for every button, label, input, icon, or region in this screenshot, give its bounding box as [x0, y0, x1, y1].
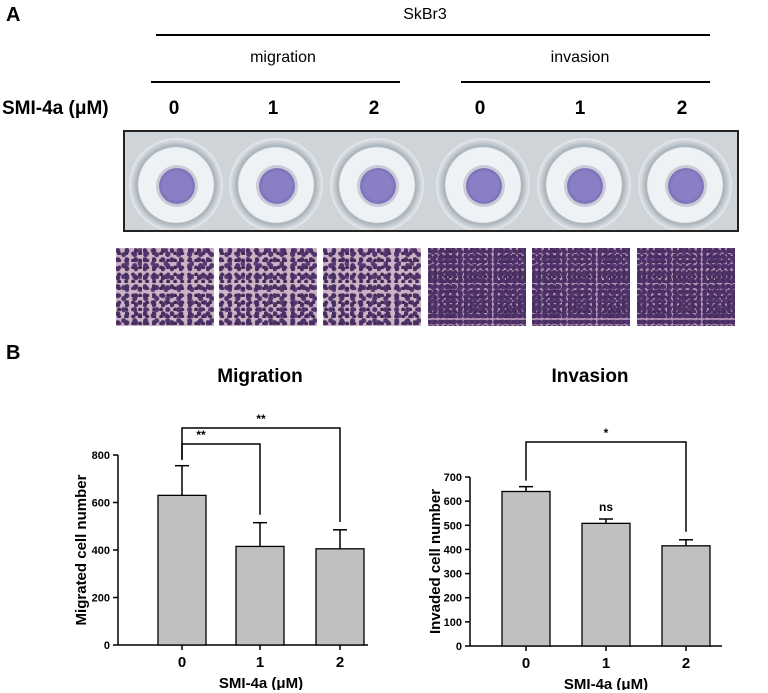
bar [315, 548, 365, 646]
micrograph-invasion-1 [532, 248, 630, 326]
stained-insert [567, 168, 603, 204]
micrograph-invasion-2 [637, 248, 735, 326]
y-axis-label: Migrated cell number [73, 474, 90, 625]
cell-line-label: SkBr3 [403, 6, 447, 23]
group-rule-migration [151, 81, 400, 83]
dose-label: 2 [368, 98, 380, 119]
well [330, 138, 424, 230]
dose-label: 0 [168, 98, 180, 119]
y-tick-label: 600 [92, 498, 110, 510]
y-tick-label: 400 [444, 544, 462, 556]
micrograph-invasion-0 [428, 248, 526, 326]
x-tick-label: 0 [178, 654, 186, 671]
y-tick-label: 800 [92, 450, 110, 462]
panel-a-label: A [6, 4, 21, 26]
group-label-migration: migration [250, 49, 316, 66]
stained-insert [159, 168, 195, 204]
migration-bar-chart: 0 200 400 600 800 0 1 2 SMI-4a (μM) Migrated cell… [73, 412, 368, 690]
stained-insert [668, 168, 704, 204]
significance-bracket [181, 427, 341, 522]
x-tick-label: 2 [336, 654, 344, 671]
significance-label: ** [256, 412, 266, 426]
well [229, 138, 323, 230]
well [638, 138, 732, 230]
dose-label: 1 [574, 98, 586, 119]
x-tick-label: 0 [522, 655, 530, 672]
cell-line-rule [156, 34, 710, 36]
significance-bracket [525, 441, 687, 532]
well [537, 138, 631, 230]
x-axis-label: SMI-4a (μM) [219, 675, 303, 690]
bar [157, 494, 207, 646]
y-tick-label: 700 [444, 472, 462, 484]
dose-row-label: SMI-4a (μM) [2, 98, 109, 119]
x-axis-label: SMI-4a (μM) [564, 676, 648, 690]
y-tick-label: 200 [444, 593, 462, 605]
bar [235, 545, 285, 646]
stained-insert [360, 168, 396, 204]
y-tick-label: 500 [444, 520, 462, 532]
dose-label: 0 [474, 98, 486, 119]
significance-label: ** [196, 428, 206, 442]
y-tick-label: 100 [444, 617, 462, 629]
y-axis-label: Invaded cell number [427, 489, 444, 634]
group-rule-invasion [461, 81, 710, 83]
y-tick-label: 300 [444, 569, 462, 581]
y-tick-label: 400 [92, 545, 110, 557]
well [129, 138, 223, 230]
chart-title-migration: Migration [217, 366, 303, 387]
group-label-invasion: invasion [550, 49, 610, 66]
annotation-label: ns [599, 500, 613, 514]
panel-b-label: B [6, 342, 21, 364]
y-tick-label: 0 [456, 641, 462, 653]
chart-title-invasion: Invasion [551, 366, 629, 387]
well [436, 138, 530, 230]
y-tick-label: 600 [444, 496, 462, 508]
micrograph-migration-1 [219, 248, 317, 326]
micrograph-migration-0 [116, 248, 214, 326]
y-tick-label: 0 [104, 640, 110, 652]
x-tick-label: 1 [602, 655, 610, 672]
dose-label: 1 [267, 98, 279, 119]
bar [661, 545, 711, 647]
x-tick-label: 2 [682, 655, 690, 672]
dose-label: 2 [676, 98, 688, 119]
bar [581, 522, 631, 647]
bar [501, 490, 551, 647]
invasion-bar-chart: 0 100 200 300 400 500 600 700 0 1 2 SMI-4a (μM) Inva… [427, 426, 722, 690]
x-tick-label: 1 [256, 654, 264, 671]
micrograph-migration-2 [323, 248, 421, 326]
stained-insert [259, 168, 295, 204]
y-tick-label: 200 [92, 593, 110, 605]
significance-label: * [604, 426, 609, 440]
stained-insert [466, 168, 502, 204]
well-plate-photo [123, 130, 739, 232]
